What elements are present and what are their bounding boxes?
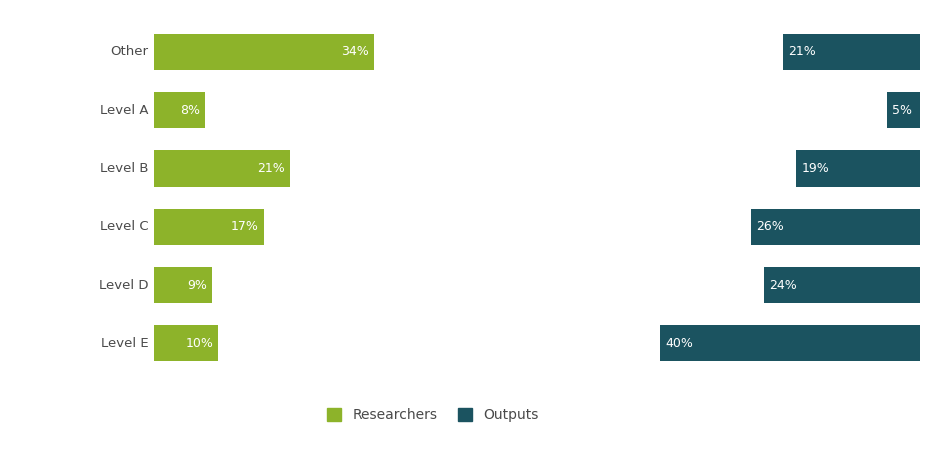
Text: 17%: 17% bbox=[230, 220, 259, 233]
Bar bbox=[783, 34, 919, 70]
Bar bbox=[153, 267, 211, 303]
Text: 40%: 40% bbox=[665, 337, 692, 350]
Bar bbox=[796, 150, 919, 186]
Text: 21%: 21% bbox=[257, 162, 284, 175]
Text: 21%: 21% bbox=[787, 46, 816, 58]
Bar bbox=[763, 267, 919, 303]
Bar bbox=[886, 92, 919, 128]
Text: Level C: Level C bbox=[99, 220, 148, 233]
Text: 5%: 5% bbox=[891, 104, 911, 117]
Bar bbox=[153, 326, 218, 361]
Legend: Researchers, Outputs: Researchers, Outputs bbox=[327, 408, 538, 422]
Bar bbox=[659, 326, 919, 361]
Text: Level B: Level B bbox=[100, 162, 148, 175]
Text: 34%: 34% bbox=[341, 46, 369, 58]
Text: Level E: Level E bbox=[101, 337, 148, 350]
Text: Level A: Level A bbox=[100, 104, 148, 117]
Bar bbox=[153, 209, 263, 245]
Bar bbox=[750, 209, 919, 245]
Text: 10%: 10% bbox=[185, 337, 213, 350]
Text: Level D: Level D bbox=[99, 279, 148, 292]
Bar bbox=[153, 34, 374, 70]
Text: Other: Other bbox=[110, 46, 148, 58]
Text: 24%: 24% bbox=[768, 279, 796, 292]
Text: 19%: 19% bbox=[801, 162, 828, 175]
Bar bbox=[153, 150, 290, 186]
Text: 8%: 8% bbox=[180, 104, 200, 117]
Text: 26%: 26% bbox=[755, 220, 783, 233]
Bar bbox=[153, 92, 205, 128]
Text: 9%: 9% bbox=[187, 279, 207, 292]
